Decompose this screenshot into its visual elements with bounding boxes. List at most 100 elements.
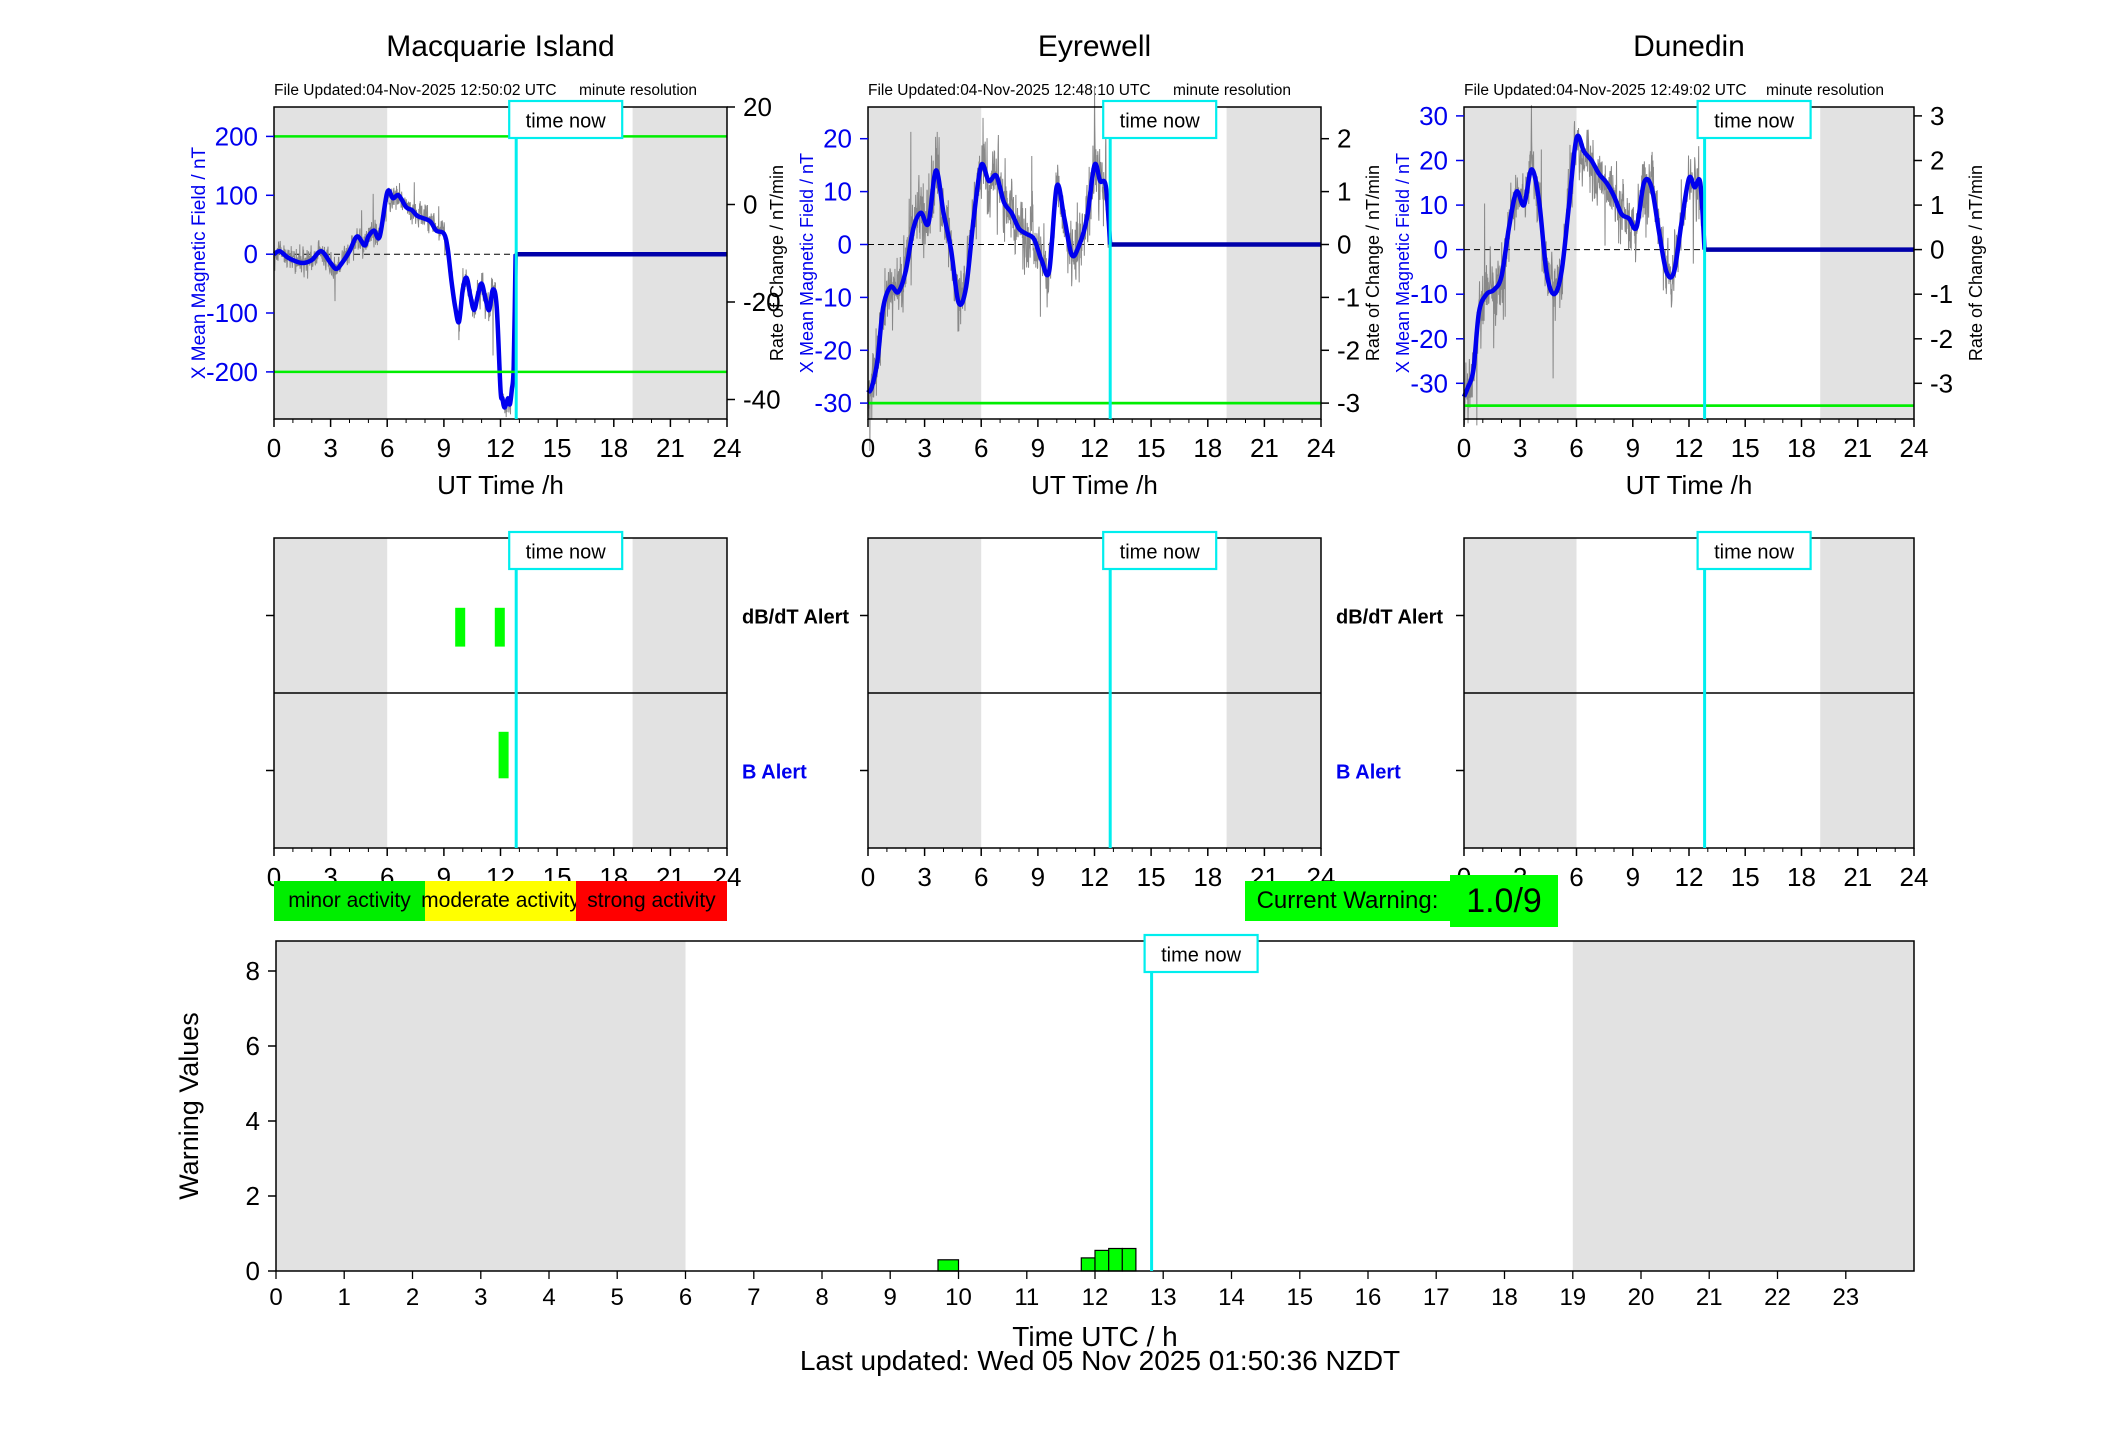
- svg-text:9: 9: [1031, 862, 1045, 892]
- svg-text:12: 12: [1675, 862, 1704, 892]
- svg-text:File Updated:04-Nov-2025 12:50: File Updated:04-Nov-2025 12:50:02 UTC: [274, 82, 557, 99]
- svg-text:X Mean Magnetic Field / nT: X Mean Magnetic Field / nT: [1393, 153, 1413, 373]
- svg-text:2: 2: [406, 1284, 419, 1311]
- svg-text:File Updated:04-Nov-2025 12:48: File Updated:04-Nov-2025 12:48:10 UTC: [868, 82, 1151, 99]
- svg-text:6: 6: [380, 433, 394, 463]
- svg-text:-10: -10: [1410, 279, 1448, 309]
- svg-text:-30: -30: [814, 388, 852, 418]
- svg-text:-2: -2: [1930, 324, 1953, 354]
- svg-text:minute resolution: minute resolution: [1766, 82, 1884, 99]
- svg-text:-20: -20: [814, 335, 852, 365]
- svg-text:4: 4: [542, 1284, 555, 1311]
- svg-text:time now: time now: [1161, 945, 1242, 967]
- svg-text:2: 2: [1930, 146, 1944, 176]
- svg-text:-40: -40: [743, 385, 781, 415]
- svg-text:Rate of Change / nT/min: Rate of Change / nT/min: [1363, 165, 1383, 361]
- svg-text:16: 16: [1355, 1284, 1382, 1311]
- svg-text:0: 0: [1457, 433, 1471, 463]
- svg-text:dB/dT Alert: dB/dT Alert: [1336, 607, 1443, 629]
- svg-text:15: 15: [1137, 862, 1166, 892]
- svg-text:9: 9: [1626, 433, 1640, 463]
- svg-text:15: 15: [543, 433, 572, 463]
- svg-text:0: 0: [743, 190, 757, 220]
- svg-text:1: 1: [1337, 177, 1351, 207]
- svg-text:UT Time /h: UT Time /h: [437, 470, 564, 500]
- svg-text:Rate of Change / nT/min: Rate of Change / nT/min: [1966, 165, 1986, 361]
- svg-text:100: 100: [215, 180, 258, 210]
- svg-text:12: 12: [486, 433, 515, 463]
- svg-text:-3: -3: [1930, 368, 1953, 398]
- svg-text:21: 21: [1843, 433, 1872, 463]
- svg-text:17: 17: [1423, 1284, 1450, 1311]
- svg-text:5: 5: [611, 1284, 624, 1311]
- svg-text:3: 3: [1513, 433, 1527, 463]
- svg-text:10: 10: [823, 177, 852, 207]
- svg-text:10: 10: [945, 1284, 972, 1311]
- svg-text:0: 0: [861, 433, 875, 463]
- svg-text:-200: -200: [206, 357, 258, 387]
- svg-text:22: 22: [1764, 1284, 1791, 1311]
- svg-text:200: 200: [215, 121, 258, 151]
- svg-text:-3: -3: [1337, 388, 1360, 418]
- svg-text:15: 15: [1731, 862, 1760, 892]
- svg-text:3: 3: [474, 1284, 487, 1311]
- svg-text:6: 6: [679, 1284, 692, 1311]
- svg-text:1: 1: [338, 1284, 351, 1311]
- svg-text:dB/dT Alert: dB/dT Alert: [742, 607, 849, 629]
- svg-text:6: 6: [974, 433, 988, 463]
- svg-text:2: 2: [1337, 124, 1351, 154]
- svg-text:15: 15: [1731, 433, 1760, 463]
- svg-text:time now: time now: [1120, 111, 1201, 133]
- svg-text:2: 2: [246, 1181, 260, 1211]
- svg-text:0: 0: [244, 239, 258, 269]
- svg-text:21: 21: [1843, 862, 1872, 892]
- svg-text:4: 4: [246, 1106, 260, 1136]
- svg-text:minute resolution: minute resolution: [579, 82, 697, 99]
- svg-text:20: 20: [1419, 146, 1448, 176]
- svg-text:-100: -100: [206, 298, 258, 328]
- svg-text:6: 6: [974, 862, 988, 892]
- svg-text:-20: -20: [1410, 324, 1448, 354]
- svg-text:-1: -1: [1337, 282, 1360, 312]
- svg-text:time now: time now: [526, 111, 607, 133]
- svg-text:X Mean Magnetic Field / nT: X Mean Magnetic Field / nT: [797, 153, 817, 373]
- svg-text:0: 0: [269, 1284, 282, 1311]
- svg-text:11: 11: [1014, 1284, 1039, 1311]
- svg-text:13: 13: [1150, 1284, 1177, 1311]
- svg-text:18: 18: [1193, 433, 1222, 463]
- svg-text:3: 3: [917, 433, 931, 463]
- svg-text:30: 30: [1419, 101, 1448, 131]
- svg-text:0: 0: [1337, 230, 1351, 260]
- svg-text:0: 0: [838, 230, 852, 260]
- svg-text:File Updated:04-Nov-2025 12:49: File Updated:04-Nov-2025 12:49:02 UTC: [1464, 82, 1747, 99]
- svg-text:15: 15: [1137, 433, 1166, 463]
- svg-text:10: 10: [1419, 190, 1448, 220]
- svg-text:9: 9: [1626, 862, 1640, 892]
- svg-text:24: 24: [713, 433, 742, 463]
- svg-text:Rate of Change / nT/min: Rate of Change / nT/min: [767, 165, 787, 361]
- svg-text:-10: -10: [814, 282, 852, 312]
- svg-text:18: 18: [599, 433, 628, 463]
- svg-text:20: 20: [743, 92, 772, 122]
- svg-text:12: 12: [1080, 433, 1109, 463]
- svg-text:9: 9: [1031, 433, 1045, 463]
- svg-text:3: 3: [917, 862, 931, 892]
- svg-text:9: 9: [884, 1284, 897, 1311]
- svg-text:12: 12: [1082, 1284, 1109, 1311]
- svg-text:24: 24: [1900, 433, 1929, 463]
- svg-text:23: 23: [1832, 1284, 1859, 1311]
- svg-text:9: 9: [437, 433, 451, 463]
- svg-text:6: 6: [246, 1031, 260, 1061]
- svg-text:21: 21: [1696, 1284, 1723, 1311]
- svg-text:15: 15: [1286, 1284, 1313, 1311]
- svg-text:-30: -30: [1410, 368, 1448, 398]
- svg-text:14: 14: [1218, 1284, 1245, 1311]
- svg-text:7: 7: [747, 1284, 760, 1311]
- svg-text:0: 0: [246, 1256, 260, 1286]
- svg-text:3: 3: [1930, 101, 1944, 131]
- svg-text:-1: -1: [1930, 279, 1953, 309]
- svg-text:8: 8: [815, 1284, 828, 1311]
- svg-text:0: 0: [861, 862, 875, 892]
- svg-text:24: 24: [1307, 433, 1336, 463]
- svg-text:8: 8: [246, 956, 260, 986]
